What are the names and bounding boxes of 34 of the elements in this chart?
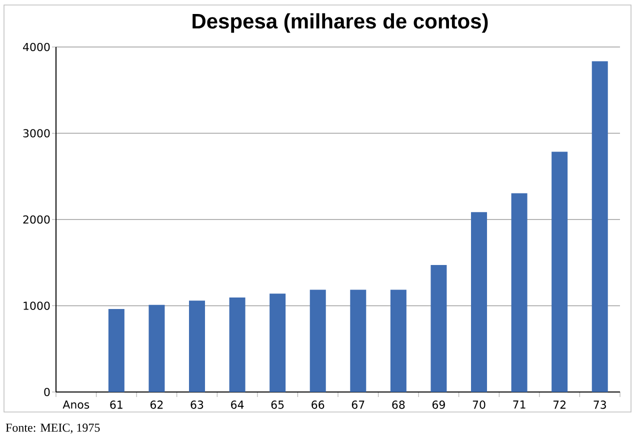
bar bbox=[430, 265, 447, 392]
bar bbox=[108, 309, 124, 392]
x-tick-label: 63 bbox=[190, 400, 204, 409]
x-tick-label: 66 bbox=[312, 400, 324, 409]
x-tick-label: 67 bbox=[352, 400, 364, 409]
bar bbox=[511, 193, 528, 392]
bar bbox=[552, 152, 568, 392]
y-tick-label: 1000 bbox=[24, 302, 50, 310]
bar bbox=[270, 294, 286, 392]
x-tick-label: 69 bbox=[432, 400, 445, 409]
x-tick-label: Anos bbox=[62, 400, 90, 409]
bar bbox=[310, 290, 326, 392]
y-tick-label: 3000 bbox=[23, 129, 50, 138]
bar bbox=[148, 304, 165, 392]
x-tick-label: 72 bbox=[553, 400, 566, 409]
bar bbox=[350, 290, 366, 392]
bar bbox=[471, 212, 488, 392]
x-tick-label: 65 bbox=[271, 400, 284, 409]
x-tick-label: 68 bbox=[392, 400, 405, 409]
source-note: Fonte: MEIC, 1975 bbox=[6, 424, 100, 434]
x-tick-label: 62 bbox=[150, 400, 163, 409]
x-tick-label: 64 bbox=[231, 400, 244, 409]
y-tick-label: 2000 bbox=[23, 215, 50, 224]
x-tick-label: 70 bbox=[472, 400, 486, 409]
bar bbox=[189, 300, 205, 392]
bar bbox=[390, 290, 406, 392]
y-tick-label: 0 bbox=[44, 388, 50, 396]
x-tick-label: 73 bbox=[594, 400, 606, 409]
y-tick-label: 4000 bbox=[23, 42, 50, 52]
bar bbox=[229, 298, 246, 392]
x-tick-label: 61 bbox=[110, 400, 122, 409]
x-tick-label: 71 bbox=[513, 400, 526, 409]
bar bbox=[592, 61, 608, 392]
chart-title: Despesa (milhares de contos) bbox=[192, 13, 488, 33]
